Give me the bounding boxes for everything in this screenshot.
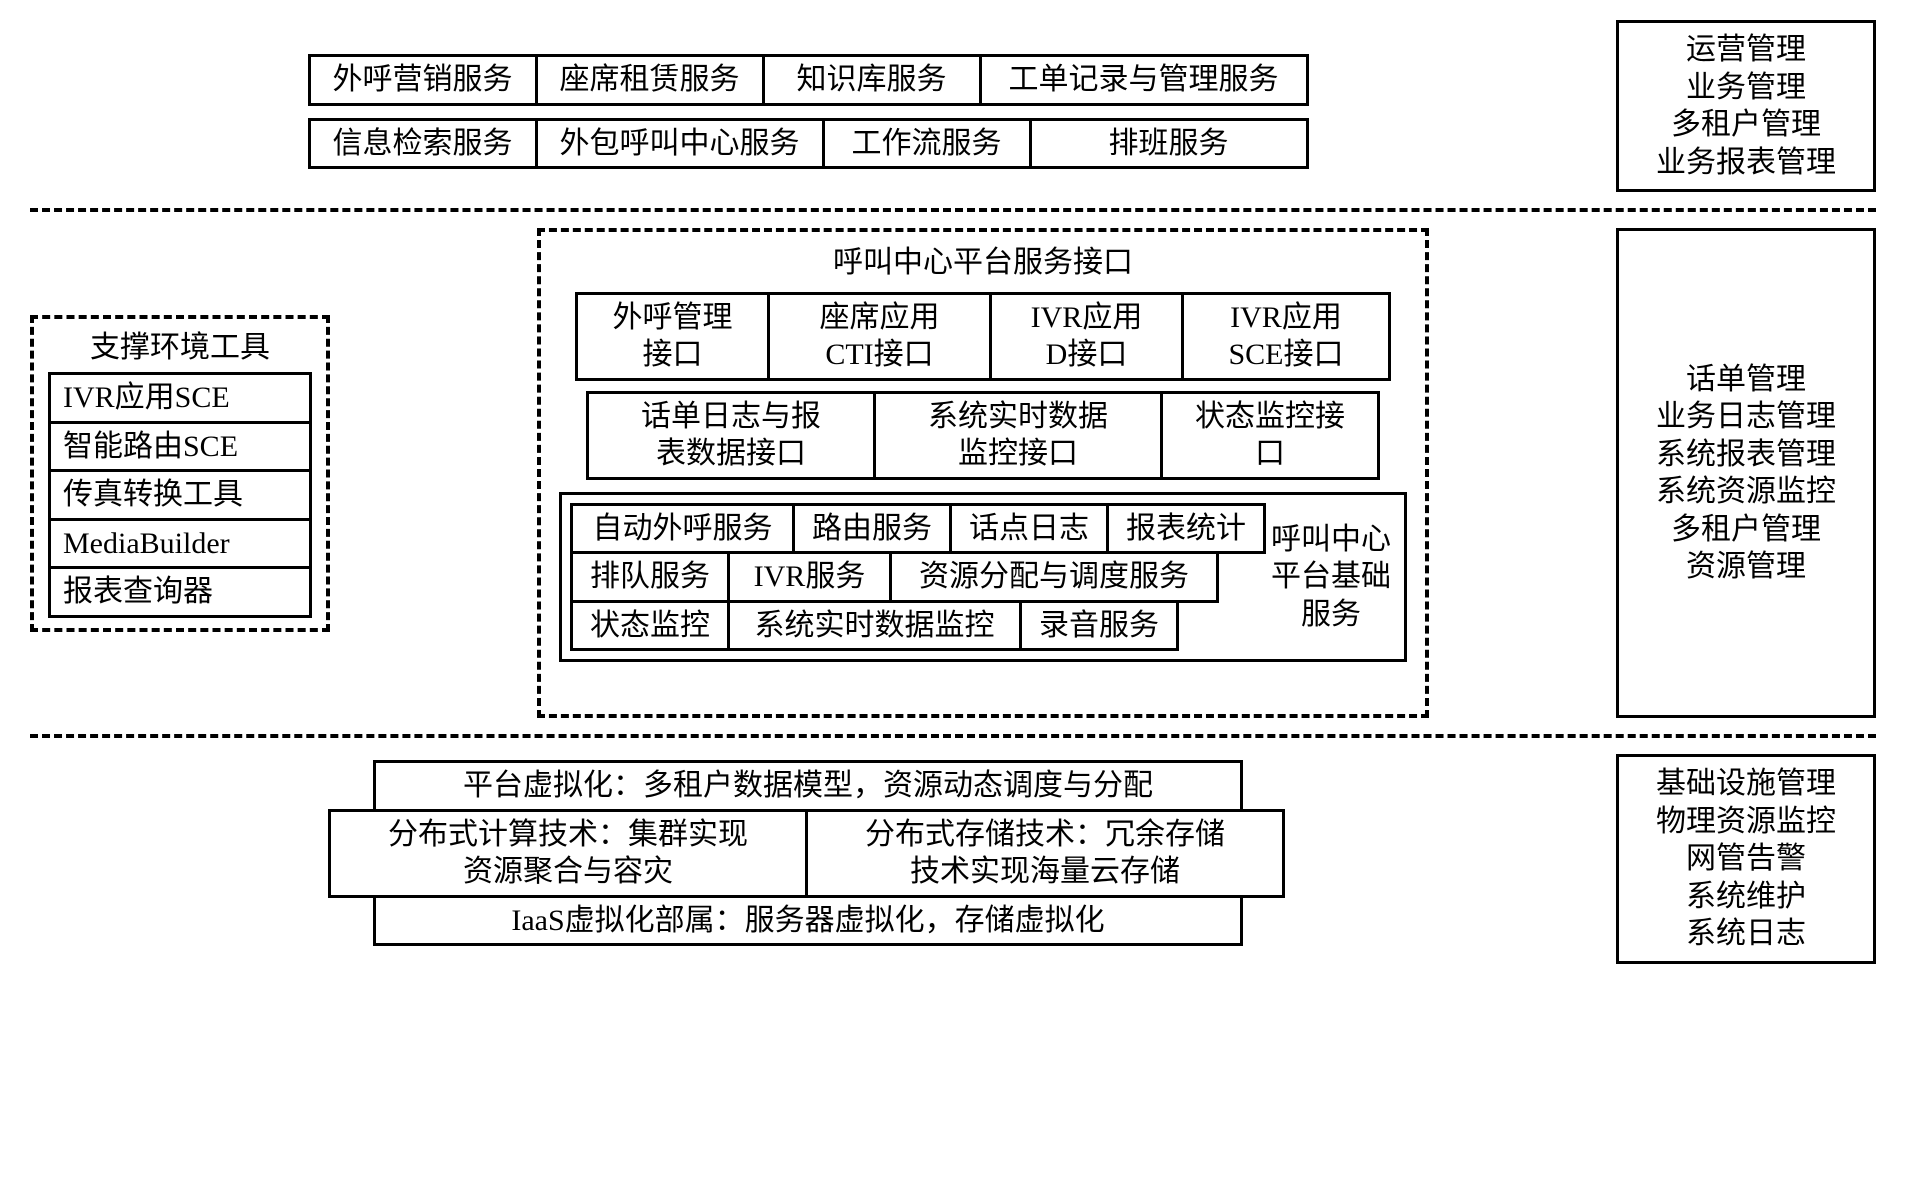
base-side-line: 呼叫中心 [1271,521,1391,559]
tools-title: 支撑环境工具 [48,329,312,367]
right-item: 资源管理 [1686,548,1806,586]
base-box: 资源分配与调度服务 [889,551,1219,603]
divider-1 [30,208,1876,212]
layer-middle: 支撑环境工具 IVR应用SCE 智能路由SCE 传真转换工具 MediaBuil… [30,228,1876,718]
infra-line: 分布式计算技术：集群实现 [388,816,748,854]
base-box: IVR服务 [727,551,892,603]
api-line: 接口 [643,336,703,374]
infra-box: IaaS虚拟化部属：服务器虚拟化，存储虚拟化 [373,895,1243,947]
base-services: 自动外呼服务 路由服务 话点日志 报表统计 排队服务 IVR服务 资源分配与调度… [559,492,1407,663]
services-row-1: 外呼营销服务 座席租赁服务 知识库服务 工单记录与管理服务 [308,54,1309,106]
infra-line: 资源聚合与容灾 [463,853,673,891]
api-line: 外呼管理 [613,299,733,337]
right-item: 系统资源监控 [1656,473,1836,511]
svc-box: 信息检索服务 [308,118,538,170]
base-box: 自动外呼服务 [570,503,795,555]
api-box: 状态监控接 口 [1160,391,1380,480]
right-item: 基础设施管理 [1656,765,1836,803]
infra-line: 分布式存储技术：冗余存储 [865,816,1225,854]
layer-top: 外呼营销服务 座席租赁服务 知识库服务 工单记录与管理服务 信息检索服务 外包呼… [30,20,1876,192]
tool-item: 智能路由SCE [48,421,312,473]
api-panel: 呼叫中心平台服务接口 外呼管理 接口 座席应用 CTI接口 IVR应用 D接口 … [537,228,1429,718]
base-box: 排队服务 [570,551,730,603]
layer1-right-panel: 运营管理 业务管理 多租户管理 业务报表管理 [1616,20,1876,192]
api-line: IVR应用 [1230,299,1342,337]
svc-box: 外包呼叫中心服务 [535,118,825,170]
api-line: D接口 [1046,336,1128,374]
api-line: 座席应用 [820,299,940,337]
svc-box: 工作流服务 [822,118,1032,170]
base-box: 系统实时数据监控 [727,600,1022,652]
right-item: 系统日志 [1686,915,1806,953]
right-item: 业务管理 [1686,69,1806,107]
base-side-label: 呼叫中心 平台基础 服务 [1266,503,1396,652]
infra-box: 平台虚拟化：多租户数据模型，资源动态调度与分配 [373,760,1243,812]
base-box: 话点日志 [949,503,1109,555]
tool-item: 报表查询器 [48,566,312,618]
api-title: 呼叫中心平台服务接口 [559,244,1407,282]
right-item: 运营管理 [1686,31,1806,69]
infra-line: 技术实现海量云存储 [910,853,1180,891]
svc-box: 知识库服务 [762,54,982,106]
tool-item: 传真转换工具 [48,469,312,521]
api-line: SCE接口 [1228,336,1343,374]
layer2-right-panel: 话单管理 业务日志管理 系统报表管理 系统资源监控 多租户管理 资源管理 [1616,228,1876,718]
svc-box: 座席租赁服务 [535,54,765,106]
base-box: 路由服务 [792,503,952,555]
base-box: 录音服务 [1019,600,1179,652]
api-box: 座席应用 CTI接口 [767,292,992,381]
right-item: 网管告警 [1686,840,1806,878]
api-line: 状态监控接 [1195,398,1345,436]
right-item: 系统报表管理 [1656,436,1836,474]
api-line: 口 [1255,435,1285,473]
base-box: 报表统计 [1106,503,1266,555]
right-item: 多租户管理 [1671,511,1821,549]
api-line: CTI接口 [825,336,933,374]
right-item: 业务日志管理 [1656,398,1836,436]
base-box: 状态监控 [570,600,730,652]
right-item: 多租户管理 [1671,106,1821,144]
services-row-2: 信息检索服务 外包呼叫中心服务 工作流服务 排班服务 [308,118,1309,170]
right-item: 物理资源监控 [1656,803,1836,841]
svc-box: 外呼营销服务 [308,54,538,106]
api-line: IVR应用 [1031,299,1143,337]
api-box: 话单日志与报 表数据接口 [586,391,876,480]
base-side-line: 平台基础 [1271,558,1391,596]
tool-item: MediaBuilder [48,518,312,570]
api-line: 监控接口 [958,435,1078,473]
divider-2 [30,734,1876,738]
api-row-1: 外呼管理 接口 座席应用 CTI接口 IVR应用 D接口 IVR应用 SCE接口 [559,292,1407,381]
api-line: 表数据接口 [656,435,806,473]
api-box: IVR应用 SCE接口 [1181,292,1391,381]
api-line: 系统实时数据 [928,398,1108,436]
infra-box: 分布式存储技术：冗余存储 技术实现海量云存储 [805,809,1285,898]
api-box: 外呼管理 接口 [575,292,770,381]
api-line: 话单日志与报 [641,398,821,436]
api-box: IVR应用 D接口 [989,292,1184,381]
api-box: 系统实时数据 监控接口 [873,391,1163,480]
tool-item: IVR应用SCE [48,372,312,424]
layer3-right-panel: 基础设施管理 物理资源监控 网管告警 系统维护 系统日志 [1616,754,1876,964]
infra-box: 分布式计算技术：集群实现 资源聚合与容灾 [328,809,808,898]
tools-panel: 支撑环境工具 IVR应用SCE 智能路由SCE 传真转换工具 MediaBuil… [30,315,330,632]
right-item: 话单管理 [1686,361,1806,399]
right-item: 系统维护 [1686,878,1806,916]
api-row-2: 话单日志与报 表数据接口 系统实时数据 监控接口 状态监控接 口 [559,391,1407,480]
right-item: 业务报表管理 [1656,144,1836,182]
svc-box: 排班服务 [1029,118,1309,170]
layer-bottom: 平台虚拟化：多租户数据模型，资源动态调度与分配 分布式计算技术：集群实现 资源聚… [30,754,1876,964]
base-side-line: 服务 [1301,596,1361,634]
svc-box: 工单记录与管理服务 [979,54,1309,106]
